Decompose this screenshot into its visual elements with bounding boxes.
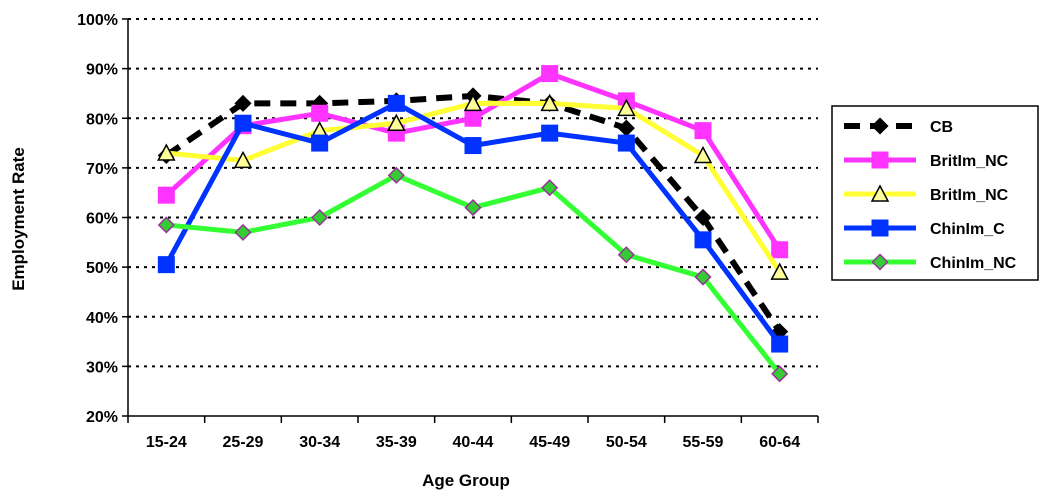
data-point bbox=[770, 262, 789, 280]
x-tick-label: 30-34 bbox=[299, 434, 340, 451]
data-point bbox=[234, 114, 252, 132]
data-point bbox=[541, 65, 559, 83]
data-point bbox=[771, 335, 789, 353]
y-tick-label: 20% bbox=[86, 409, 118, 426]
data-point bbox=[694, 231, 712, 249]
legend-swatch-marker bbox=[871, 253, 889, 271]
y-tick-label: 80% bbox=[86, 111, 118, 128]
legend-swatch-marker bbox=[871, 151, 889, 169]
x-tick-label: 35-39 bbox=[376, 434, 417, 451]
legend-swatch-marker bbox=[871, 117, 889, 135]
data-point bbox=[234, 94, 252, 112]
data-point bbox=[157, 256, 175, 274]
x-tick-label: 40-44 bbox=[453, 434, 494, 451]
data-point bbox=[541, 179, 559, 197]
data-point bbox=[694, 122, 712, 140]
data-point bbox=[694, 208, 712, 227]
data-point bbox=[387, 166, 405, 184]
data-point bbox=[157, 143, 176, 161]
series-3 bbox=[157, 94, 789, 353]
data-point bbox=[464, 109, 482, 127]
legend-label: ChinIm_C bbox=[930, 221, 1005, 238]
data-point bbox=[693, 145, 713, 164]
data-point bbox=[771, 241, 789, 259]
data-point bbox=[617, 134, 635, 152]
data-point bbox=[464, 137, 482, 155]
legend-label: ChinIm_NC bbox=[930, 255, 1017, 272]
y-tick-label: 60% bbox=[86, 211, 118, 228]
data-point bbox=[387, 113, 406, 131]
x-tick-label: 55-59 bbox=[683, 434, 724, 451]
data-point bbox=[311, 208, 329, 227]
series bbox=[157, 65, 789, 383]
data-point bbox=[694, 268, 712, 286]
x-axis-label: Age Group bbox=[422, 471, 510, 490]
data-point bbox=[464, 199, 482, 217]
x-tick-label: 15-24 bbox=[146, 434, 187, 451]
x-tick-label: 45-49 bbox=[529, 434, 570, 451]
y-tick-label: 40% bbox=[86, 310, 118, 327]
data-point bbox=[771, 365, 789, 383]
data-point bbox=[463, 93, 483, 112]
axes: 20% 30% 40% 50% 60% 70% 80% 90% 100% 15-24 25-29 30… bbox=[77, 12, 819, 451]
data-point bbox=[234, 223, 252, 241]
series-4 bbox=[157, 166, 789, 383]
data-point bbox=[311, 134, 329, 152]
legend-label: CB bbox=[930, 119, 953, 136]
data-point bbox=[617, 119, 635, 137]
y-tick-label: 70% bbox=[86, 161, 118, 178]
legend-label: BritIm_NC bbox=[930, 153, 1009, 170]
data-point bbox=[387, 94, 405, 112]
y-axis-label: Employment Rate bbox=[9, 147, 28, 291]
data-point bbox=[617, 246, 635, 264]
x-tick-label: 25-29 bbox=[223, 434, 264, 451]
legend-label: BritIm_NC bbox=[930, 187, 1009, 204]
legend-swatch-marker bbox=[870, 184, 890, 202]
y-tick-label: 50% bbox=[86, 260, 118, 277]
series-2 bbox=[157, 93, 789, 280]
legend: CB BritIm_NC BritIm_NC ChinIm_C ChinIm_NC bbox=[831, 105, 1039, 281]
data-point bbox=[540, 93, 559, 112]
data-point bbox=[617, 98, 636, 117]
gridlines bbox=[128, 18, 818, 368]
data-point bbox=[233, 150, 253, 169]
y-tick-label: 30% bbox=[86, 359, 118, 376]
y-tick-label: 100% bbox=[77, 12, 118, 29]
data-point bbox=[541, 124, 559, 142]
y-tick-label: 90% bbox=[86, 62, 118, 79]
legend-swatch-marker bbox=[871, 219, 889, 237]
x-tick-label: 50-54 bbox=[606, 434, 647, 451]
data-point bbox=[311, 104, 329, 122]
data-point bbox=[157, 186, 175, 204]
data-point bbox=[157, 216, 175, 234]
x-tick-label: 60-64 bbox=[759, 434, 800, 451]
